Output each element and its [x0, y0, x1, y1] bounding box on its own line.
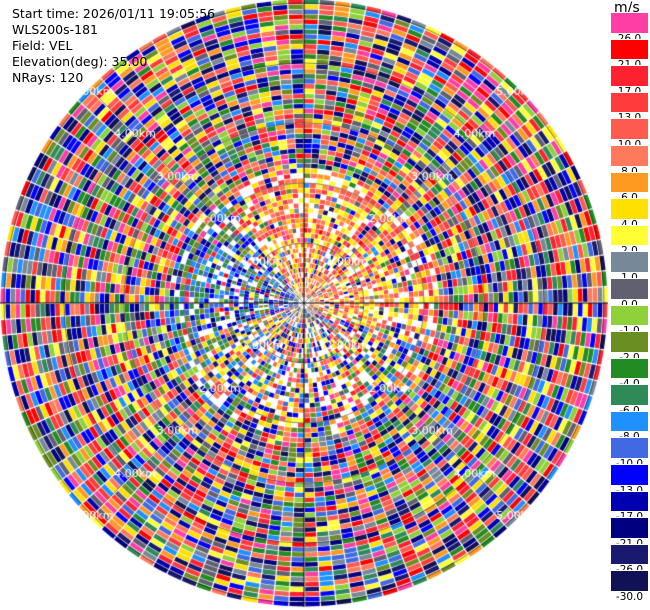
nrays-label: NRays: 120	[12, 70, 84, 85]
instrument-label: WLS200s-181	[12, 22, 98, 37]
field-label: Field: VEL	[12, 38, 73, 53]
colorbar-tick-label: -30.0	[611, 591, 648, 603]
velocity-colorbar: 26.021.017.013.010.08.06.04.02.01.00.0-1…	[611, 12, 648, 603]
scan-info-panel: Start time: 2026/01/11 19:05:56 WLS200s-…	[12, 6, 215, 86]
start-time-label: Start time: 2026/01/11 19:05:56	[12, 6, 216, 21]
elevation-label: Elevation(deg): 35.00	[12, 54, 148, 69]
